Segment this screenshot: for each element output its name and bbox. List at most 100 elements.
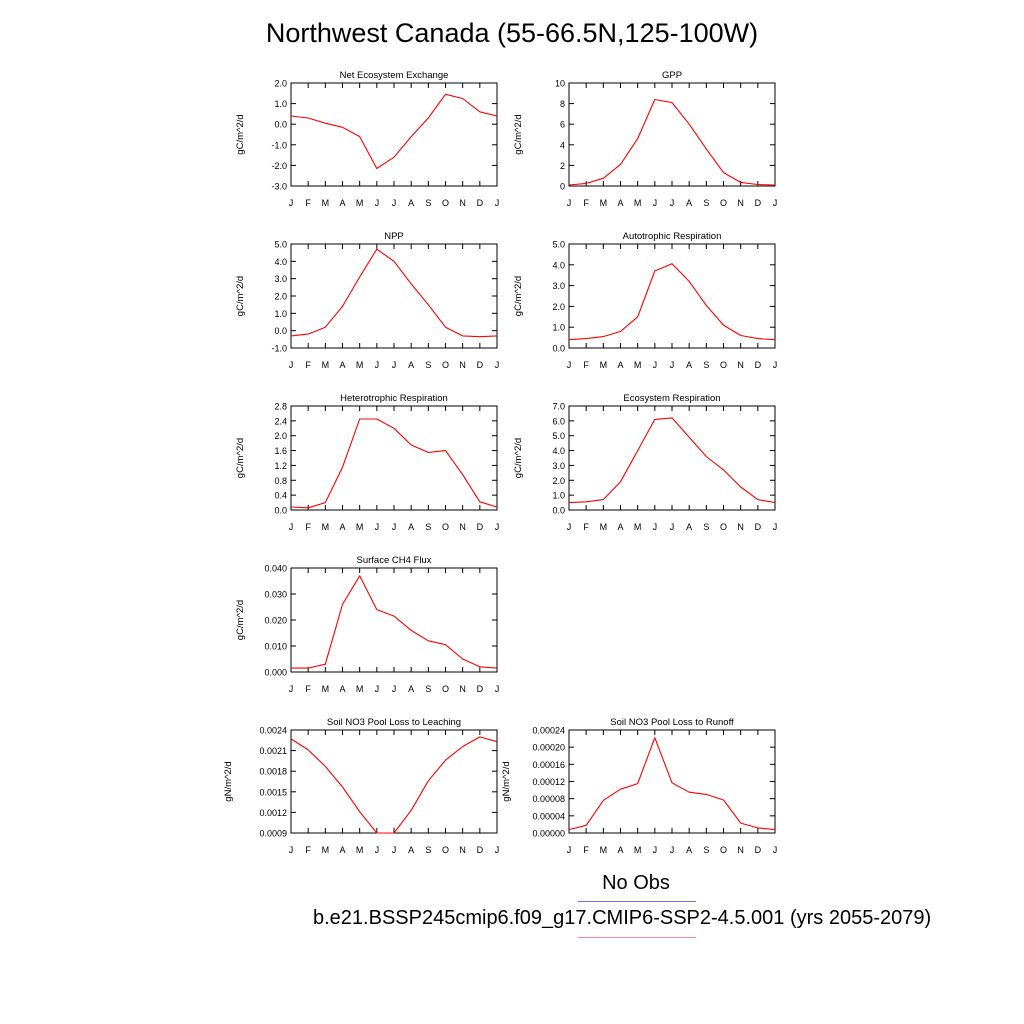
y-tick-label: 0.00024 <box>532 726 565 736</box>
x-tick-label: J <box>653 198 658 208</box>
y-tick-label: 2.0 <box>274 79 287 89</box>
y-tick-label: 4.0 <box>552 260 565 270</box>
x-tick-label: J <box>289 522 294 532</box>
x-tick-label: F <box>583 360 589 370</box>
x-tick-label: M <box>322 522 330 532</box>
x-tick-label: A <box>339 360 345 370</box>
y-tick-label: 1.0 <box>552 323 565 333</box>
plot-title: Heterotrophic Respiration <box>340 393 448 404</box>
x-tick-label: J <box>392 198 397 208</box>
x-tick-label: N <box>737 522 744 532</box>
x-tick-label: S <box>703 845 709 855</box>
plot-frame <box>568 405 776 511</box>
x-tick-label: D <box>477 198 484 208</box>
y-tick-label: 1.0 <box>274 309 287 319</box>
plot-title: Soil NO3 Pool Loss to Leaching <box>327 717 461 728</box>
x-tick-label: J <box>289 684 294 694</box>
plot-frame <box>568 243 776 349</box>
x-tick-label: J <box>773 360 778 370</box>
y-tick-label: 0.0012 <box>259 808 287 818</box>
y-tick-label: 0.0018 <box>259 767 287 777</box>
y-tick-label: 5.0 <box>274 240 287 250</box>
x-tick-label: F <box>583 845 589 855</box>
x-tick-label: M <box>600 360 608 370</box>
y-tick-label: 7.0 <box>552 402 565 412</box>
x-tick-label: J <box>495 845 500 855</box>
x-tick-label: D <box>755 845 762 855</box>
x-tick-label: J <box>392 360 397 370</box>
x-tick-label: F <box>305 845 311 855</box>
y-axis-label: gC/m^2/d <box>235 600 246 640</box>
y-tick-label: 2.0 <box>552 302 565 312</box>
y-tick-label: 2.4 <box>274 416 287 426</box>
y-tick-label: -1.0 <box>271 140 287 150</box>
x-tick-label: M <box>600 198 608 208</box>
plot-frame <box>568 82 776 187</box>
x-tick-label: M <box>322 684 330 694</box>
x-tick-label: A <box>339 522 345 532</box>
y-tick-label: 2.0 <box>274 292 287 302</box>
y-tick-label: 10 <box>555 79 565 89</box>
y-tick-label: -2.0 <box>271 161 287 171</box>
y-tick-label: 0 <box>560 182 565 192</box>
plot-frame <box>290 567 498 673</box>
y-tick-label: 0.00016 <box>532 760 565 770</box>
y-tick-label: 0.00012 <box>532 777 565 787</box>
x-tick-label: N <box>459 360 466 370</box>
x-tick-label: J <box>670 845 675 855</box>
x-tick-label: M <box>322 360 330 370</box>
x-tick-label: A <box>686 198 692 208</box>
x-tick-label: M <box>600 522 608 532</box>
x-tick-label: J <box>670 360 675 370</box>
y-tick-label: 1.2 <box>274 461 287 471</box>
y-tick-label: 2 <box>560 161 565 171</box>
x-tick-label: J <box>495 360 500 370</box>
x-tick-label: S <box>425 522 431 532</box>
x-tick-label: J <box>375 522 380 532</box>
series-line <box>291 575 498 669</box>
x-tick-label: J <box>773 198 778 208</box>
y-axis-label: gN/m^2/d <box>223 761 234 801</box>
x-tick-label: F <box>583 198 589 208</box>
y-tick-label: 5.0 <box>552 431 565 441</box>
y-tick-label: 0.010 <box>264 642 287 652</box>
x-tick-label: N <box>737 198 744 208</box>
x-tick-label: J <box>567 198 572 208</box>
y-tick-label: 0.8 <box>274 476 287 486</box>
y-tick-label: 0.030 <box>264 590 287 600</box>
x-tick-label: J <box>773 522 778 532</box>
x-tick-label: J <box>375 684 380 694</box>
y-tick-label: 0.00004 <box>532 811 565 821</box>
legend-obs-line <box>578 901 696 902</box>
plot-title: Soil NO3 Pool Loss to Runoff <box>610 717 734 728</box>
y-tick-label: 0.0 <box>552 506 565 516</box>
y-axis-label: gC/m^2/d <box>513 276 524 316</box>
x-tick-label: M <box>634 360 642 370</box>
x-tick-label: J <box>289 360 294 370</box>
x-tick-label: J <box>392 684 397 694</box>
x-tick-label: D <box>477 360 484 370</box>
x-tick-label: D <box>755 360 762 370</box>
y-axis-label: gN/m^2/d <box>501 761 512 801</box>
x-tick-label: A <box>617 522 623 532</box>
y-tick-label: -3.0 <box>271 182 287 192</box>
x-tick-label: O <box>442 360 449 370</box>
y-tick-label: 0.0 <box>552 344 565 354</box>
x-tick-label: M <box>356 684 364 694</box>
x-tick-label: J <box>567 845 572 855</box>
y-tick-label: 4.0 <box>274 257 287 267</box>
x-tick-label: S <box>425 198 431 208</box>
plot-title: Autotrophic Respiration <box>623 231 722 242</box>
x-tick-label: N <box>459 684 466 694</box>
y-tick-label: 8 <box>560 99 565 109</box>
plot-frame <box>290 405 498 511</box>
y-tick-label: 0.040 <box>264 564 287 574</box>
x-tick-label: S <box>703 198 709 208</box>
x-tick-label: M <box>634 198 642 208</box>
y-tick-label: 0.0 <box>274 120 287 130</box>
x-tick-label: A <box>408 360 414 370</box>
x-tick-label: F <box>305 198 311 208</box>
x-tick-label: F <box>583 522 589 532</box>
x-tick-label: S <box>425 684 431 694</box>
y-tick-label: 6.0 <box>552 416 565 426</box>
